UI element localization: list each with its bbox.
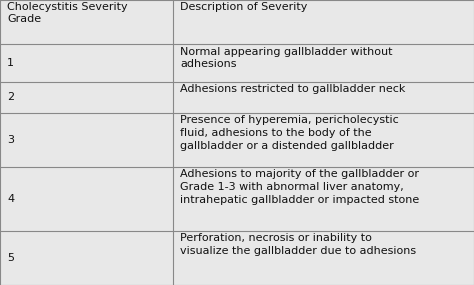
Text: Normal appearing gallbladder without
adhesions: Normal appearing gallbladder without adh… [180,46,392,69]
Text: 5: 5 [7,253,14,263]
Text: Adhesions to majority of the gallbladder or
Grade 1-3 with abnormal liver anatom: Adhesions to majority of the gallbladder… [180,169,419,205]
Text: Perforation, necrosis or inability to
visualize the gallbladder due to adhesions: Perforation, necrosis or inability to vi… [180,233,416,256]
Text: 3: 3 [7,135,14,145]
Text: Cholecystitis Severity
Grade: Cholecystitis Severity Grade [7,2,128,24]
Text: Adhesions restricted to gallbladder neck: Adhesions restricted to gallbladder neck [180,84,405,94]
Text: 2: 2 [7,92,14,102]
Text: 4: 4 [7,194,14,204]
Text: Presence of hyperemia, pericholecystic
fluid, adhesions to the body of the
gallb: Presence of hyperemia, pericholecystic f… [180,115,399,151]
Text: Description of Severity: Description of Severity [180,2,308,12]
Text: 1: 1 [7,58,14,68]
